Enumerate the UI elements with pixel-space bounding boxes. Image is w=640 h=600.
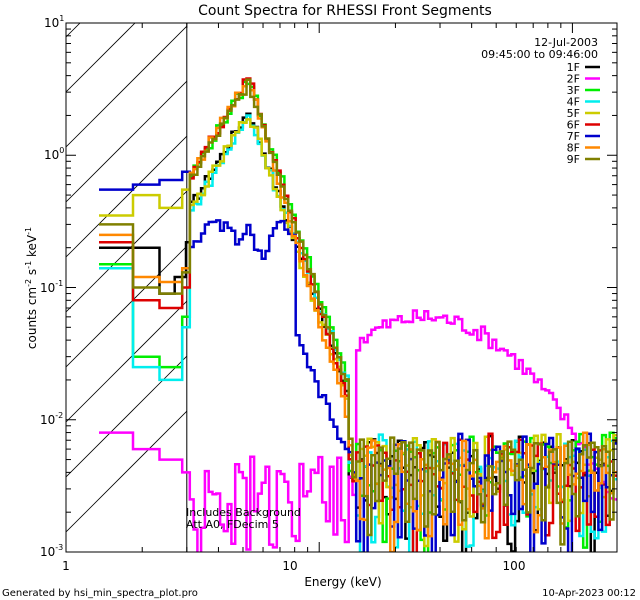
y-tick-label-1e1: 101 [44, 14, 64, 30]
y-tick-label-1e-3: 10-3 [40, 543, 63, 559]
legend-label-5f: 5F [567, 107, 580, 120]
footer-generated-by: Generated by hsi_min_spectra_plot.pro [2, 588, 198, 599]
x-axis-label: Energy (keV) [304, 575, 381, 589]
series-line-6f [99, 77, 617, 552]
hatch-line [66, 80, 188, 203]
annotation-attenuator: Att A0, FDecim 5 [186, 518, 279, 531]
legend-label-8f: 8F [567, 142, 580, 155]
y-tick-label-1e-1: 10-1 [40, 279, 63, 295]
hatch-line [66, 300, 188, 423]
axis-ticks [65, 23, 617, 553]
hatch-line [66, 245, 188, 368]
annotation-background: Includes Background [186, 506, 301, 519]
y-axis-label: counts cm-2 s-1 keV-1 [24, 227, 39, 349]
y-tick-label-1e0: 100 [44, 146, 64, 162]
hatch-region [66, 23, 188, 552]
legend-label-1f: 1F [567, 61, 580, 74]
series-line-3f [99, 80, 617, 552]
legend-label-3f: 3F [567, 84, 580, 97]
x-tick-label-10: 10 [282, 559, 297, 573]
series-line-7f [99, 170, 617, 552]
hatch-line [66, 410, 188, 533]
series-line-8f [99, 78, 617, 552]
hatch-line [66, 25, 188, 148]
footer-timestamp: 10-Apr-2023 00:12 [542, 588, 636, 599]
series-lines [99, 77, 617, 552]
hatch-line [66, 190, 188, 313]
legend-label-4f: 4F [567, 96, 580, 109]
y-tick-label-1e-2: 10-2 [40, 411, 63, 427]
x-tick-label-100: 100 [503, 559, 526, 573]
x-tick-label-1: 1 [62, 559, 70, 573]
hatch-line [66, 135, 188, 258]
legend-label-6f: 6F [567, 119, 580, 132]
legend-label-7f: 7F [567, 130, 580, 143]
series-line-5f [99, 118, 617, 548]
legend-label-9f: 9F [567, 153, 580, 166]
chart-title: Count Spectra for RHESSI Front Segments [198, 3, 492, 19]
series-line-9f [99, 78, 617, 546]
legend-label-2f: 2F [567, 73, 580, 86]
hatch-line [66, 23, 136, 93]
hatch-line [66, 355, 188, 478]
date-label: 12-Jul-2003 [534, 36, 598, 49]
time-range-label: 09:45:00 to 09:46:00 [481, 48, 598, 61]
series-line-4f [99, 114, 617, 552]
series-line-2f [99, 309, 617, 552]
